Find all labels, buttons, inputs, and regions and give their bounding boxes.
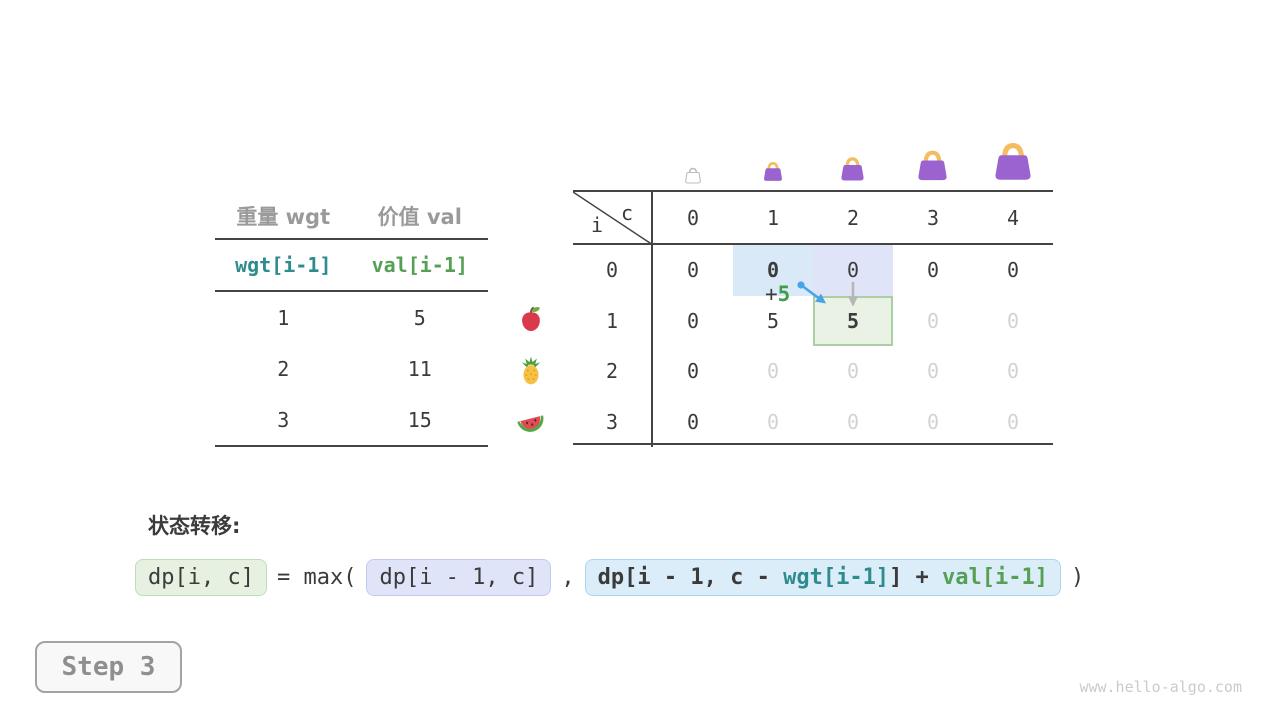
bag-icon bbox=[990, 141, 1036, 182]
dp-cell: 0 bbox=[846, 359, 860, 384]
add-value-label: +5 bbox=[765, 282, 791, 306]
dp-cell: 0 bbox=[1006, 359, 1020, 384]
items-cell-wgt: 2 bbox=[277, 356, 290, 381]
dp-row-var: i bbox=[591, 213, 604, 237]
formula-val-term: val[i-1] bbox=[942, 565, 1049, 590]
items-col-header-weight: 重量 wgt bbox=[236, 204, 331, 229]
formula-arg1-chip: dp[i - 1, c] bbox=[366, 559, 552, 596]
dp-cell: 0 bbox=[766, 359, 780, 384]
dp-col-header: 3 bbox=[893, 192, 973, 245]
items-cell-wgt: 1 bbox=[277, 305, 290, 330]
dp-col-var: c bbox=[620, 201, 633, 225]
corner-diagonal bbox=[573, 192, 651, 244]
dp-cell: 0 bbox=[733, 245, 813, 296]
dp-corner-cell: c i bbox=[573, 192, 653, 245]
items-table-body: 1 5 2 11 3 15 bbox=[215, 292, 488, 445]
dp-cell: 0 bbox=[686, 308, 700, 333]
items-cell-val: 11 bbox=[407, 356, 432, 381]
dp-cell: 0 bbox=[926, 258, 940, 283]
dp-col-header: 2 bbox=[813, 192, 893, 245]
transition-formula: dp[i, c] = max( dp[i - 1, c] , dp[i - 1,… bbox=[135, 559, 1084, 596]
dp-cell: 0 bbox=[686, 258, 700, 283]
transition-heading: 状态转移: bbox=[148, 514, 241, 538]
formula-equals-max: = max( bbox=[276, 565, 357, 590]
watermelon-icon bbox=[516, 407, 546, 441]
formula-close-paren: ) bbox=[1071, 565, 1085, 590]
dp-cell: 0 bbox=[1006, 258, 1020, 283]
formula-arg2-chip: dp[i - 1, c - wgt[i-1]] + val[i-1] bbox=[584, 559, 1062, 596]
items-table-row: 2 11 bbox=[215, 343, 488, 394]
site-watermark: www.hello-algo.com bbox=[1079, 678, 1242, 696]
bag-empty-icon bbox=[683, 166, 703, 184]
dp-col-header: 0 bbox=[653, 192, 733, 245]
dp-cell: 0 bbox=[846, 409, 860, 434]
dp-row-header: 1 bbox=[573, 295, 653, 346]
bag-icon bbox=[838, 156, 867, 182]
dp-col-header: 4 bbox=[973, 192, 1053, 245]
dp-row-header: 3 bbox=[573, 396, 653, 447]
apple-icon bbox=[516, 304, 546, 338]
items-subheader-val: val[i-1] bbox=[371, 253, 468, 277]
formula-wgt-term: wgt[i-1] bbox=[783, 565, 890, 590]
items-subheader-wgt: wgt[i-1] bbox=[235, 253, 332, 277]
dp-cell: 0 bbox=[686, 409, 700, 434]
items-cell-val: 5 bbox=[413, 305, 426, 330]
dp-cell: 5 bbox=[813, 295, 893, 346]
items-cell-wgt: 3 bbox=[277, 407, 290, 432]
formula-lhs-chip: dp[i, c] bbox=[135, 559, 267, 596]
dp-row-header: 0 bbox=[573, 245, 653, 296]
dp-cell: 5 bbox=[766, 308, 780, 333]
dp-cell: 0 bbox=[1006, 409, 1020, 434]
items-col-header-value: 价值 val bbox=[377, 204, 462, 229]
bag-icon bbox=[761, 161, 785, 182]
items-table: 重量 wgt 价值 val wgt[i-1] val[i-1] 1 5 2 11 3 15 bbox=[215, 193, 488, 447]
dp-cell: 0 bbox=[926, 359, 940, 384]
dp-cell: 0 bbox=[686, 359, 700, 384]
dp-row-header: 2 bbox=[573, 346, 653, 397]
pineapple-icon bbox=[516, 356, 546, 390]
items-cell-val: 15 bbox=[407, 407, 432, 432]
items-table-row: 3 15 bbox=[215, 394, 488, 445]
dp-cell: 0 bbox=[1006, 308, 1020, 333]
bag-icon bbox=[914, 149, 951, 182]
step-badge: Step 3 bbox=[35, 641, 182, 693]
dp-cell: 0 bbox=[926, 409, 940, 434]
dp-cell: 0 bbox=[813, 245, 893, 296]
formula-comma: , bbox=[561, 565, 575, 590]
dp-cell: 0 bbox=[926, 308, 940, 333]
dp-col-header: 1 bbox=[733, 192, 813, 245]
dp-cell: 0 bbox=[766, 409, 780, 434]
